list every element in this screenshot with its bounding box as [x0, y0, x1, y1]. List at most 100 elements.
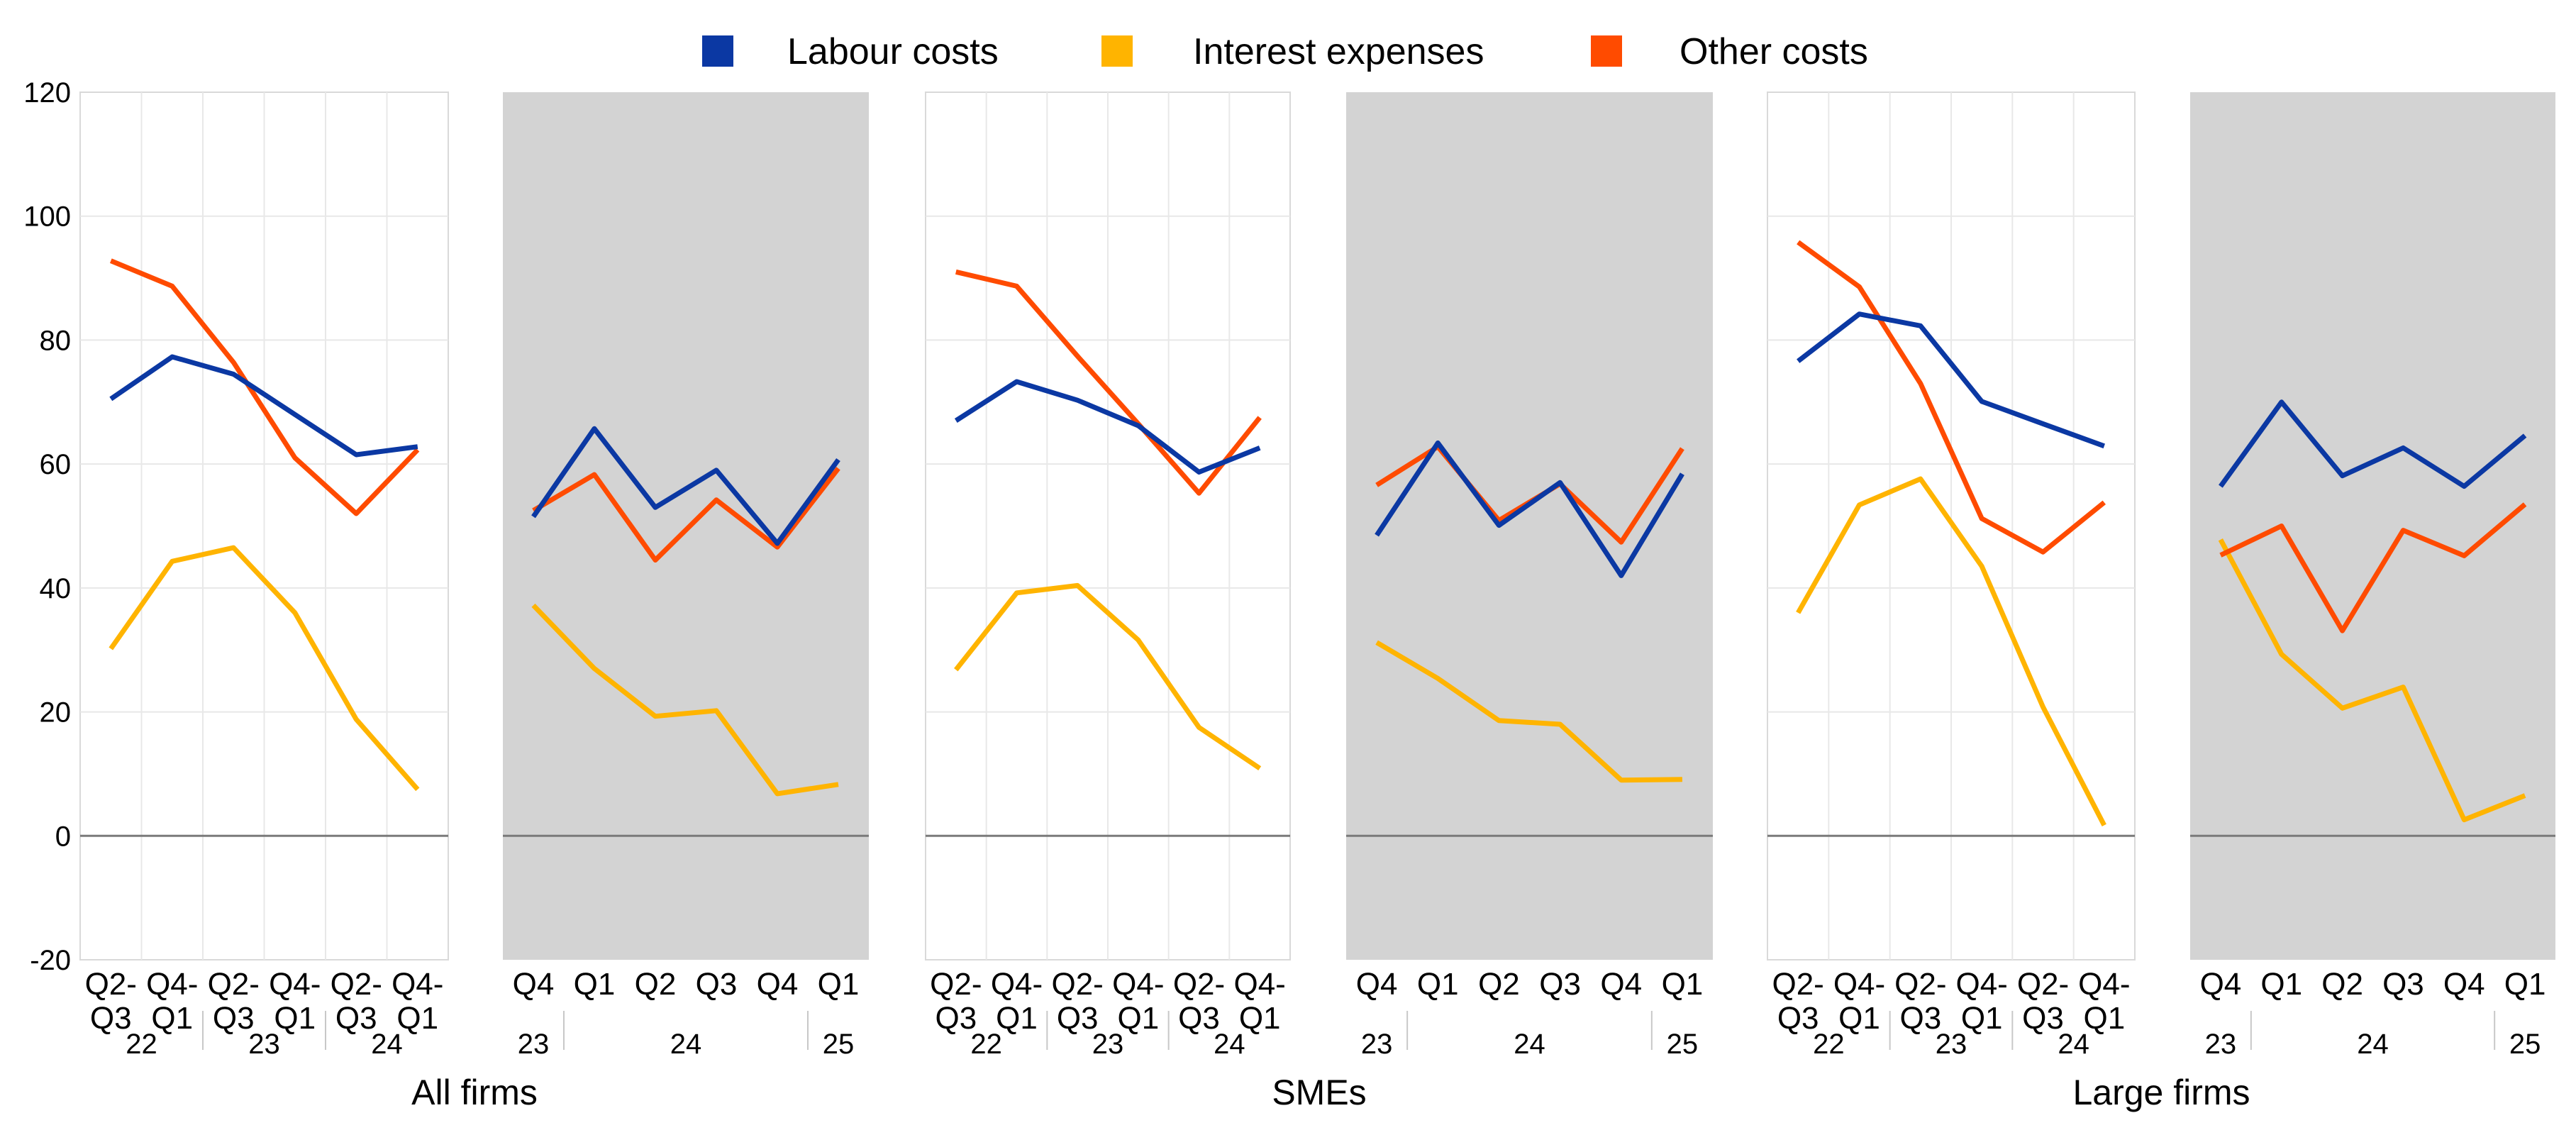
y-tick-label: 120 [23, 77, 71, 109]
year-label: 24 [670, 1029, 702, 1060]
x-tick-label: Q3 [1539, 967, 1581, 1002]
x-tick-label: Q1 [2083, 1001, 2125, 1036]
year-label: 24 [2058, 1029, 2089, 1060]
x-tick-label: Q2 [635, 967, 677, 1002]
data-point-interest [594, 668, 595, 669]
y-tick-label: 0 [55, 821, 71, 852]
y-tick-label: 80 [40, 325, 72, 356]
x-tick-label: Q3 [2022, 1001, 2064, 1036]
data-point-labour [955, 420, 956, 421]
legend-label-other: Other costs [1680, 31, 1868, 72]
x-tick-label: Q2- [1894, 967, 1946, 1002]
x-tick-label: Q2- [1173, 967, 1225, 1002]
data-point-interest [417, 789, 418, 790]
year-label: 25 [2509, 1029, 2541, 1060]
y-tick-label: 20 [40, 697, 72, 729]
x-tick-label: Q1 [1838, 1001, 1880, 1036]
data-point-interest [1077, 585, 1078, 586]
legend-swatch-other [1591, 35, 1622, 67]
x-tick-label: Q3 [1057, 1001, 1099, 1036]
data-point-interest [716, 710, 717, 711]
series-line-other [1797, 240, 2106, 555]
series-line-labour [954, 379, 1261, 475]
year-label: 23 [1936, 1029, 1967, 1060]
x-tick-label: Q1 [151, 1001, 193, 1036]
year-label: 23 [518, 1029, 550, 1060]
x-tick-label: Q1 [1961, 1001, 2003, 1036]
x-tick-label: Q1 [2504, 967, 2546, 1002]
y-tick-label: 40 [40, 573, 72, 604]
data-point-labour [533, 516, 534, 517]
x-tick-label: Q1 [1239, 1001, 1281, 1036]
x-tick-label: Q3 [1178, 1001, 1220, 1036]
x-tick-label: Q4- [269, 967, 321, 1002]
series-line-labour [2219, 399, 2527, 489]
series-line-interest [1375, 640, 1682, 783]
x-tick-label: Q1 [996, 1001, 1038, 1036]
series-line-other [2219, 502, 2527, 633]
data-point-interest [2281, 654, 2282, 655]
data-point-interest [1920, 479, 1921, 480]
data-point-labour [655, 507, 656, 508]
x-tick-label: Q4 [757, 967, 799, 1002]
x-tick-label: Q3 [1899, 1001, 1941, 1036]
series-line-other [955, 269, 1262, 496]
series-line-other [109, 258, 420, 516]
x-tick-label: Q3 [213, 1001, 255, 1036]
data-point-labour [594, 428, 595, 429]
data-point-other [838, 468, 839, 469]
group-title: Large firms [2072, 1073, 2250, 1112]
data-point-other [533, 510, 534, 511]
data-point-interest [838, 784, 839, 785]
x-tick-label: Q2- [1772, 967, 1823, 1002]
x-tick-label: Q4- [2078, 967, 2130, 1002]
panel-2-1: Q4 Q1 Q2 Q3 Q4 Q1 23 24 25 [2190, 92, 2555, 1060]
x-tick-label: Q2- [331, 967, 382, 1002]
data-point-labour [1798, 361, 1799, 362]
data-point-labour [2220, 486, 2221, 487]
year-label: 22 [126, 1029, 157, 1060]
data-point-interest [294, 612, 295, 613]
data-point-labour [417, 446, 418, 447]
data-point-interest [1016, 592, 1017, 593]
x-tick-label: Q2- [930, 967, 982, 1002]
series-line-other [532, 467, 840, 563]
x-tick-label: Q3 [935, 1001, 977, 1036]
data-point-labour [2342, 475, 2343, 476]
x-tick-label: Q2- [208, 967, 260, 1002]
x-tick-label: Q4 [2200, 967, 2242, 1002]
y-tick-label: 100 [23, 201, 71, 233]
x-tick-label: Q3 [696, 967, 738, 1002]
data-point-interest [533, 605, 534, 606]
year-label: 22 [1813, 1029, 1845, 1060]
data-point-labour [1016, 381, 1017, 382]
series-line-interest [109, 545, 420, 792]
data-point-interest [1798, 612, 1799, 613]
data-point-other [2403, 530, 2404, 531]
data-point-labour [1077, 400, 1078, 401]
y-axis: -20 0 20 40 60 80 100 120 [23, 77, 71, 976]
panel-0-1: Q4 Q1 Q2 Q3 Q4 Q1 23 24 25 [503, 92, 869, 1060]
data-point-other [1016, 286, 1017, 287]
x-tick-label: Q4- [1955, 967, 2007, 1002]
x-tick-label: Q2- [1051, 967, 1103, 1002]
x-tick-label: Q3 [90, 1001, 132, 1036]
x-tick-label: Q1 [818, 967, 860, 1002]
year-label: 24 [371, 1029, 403, 1060]
series-line-labour [109, 354, 418, 458]
data-point-interest [777, 793, 778, 794]
data-point-labour [2464, 486, 2465, 487]
data-point-other [777, 547, 778, 548]
x-tick-label: Q1 [1417, 967, 1459, 1002]
year-label: 23 [1092, 1029, 1124, 1060]
panel-1-1: Q4 Q1 Q2 Q3 Q4 Q1 23 24 25 [1346, 92, 1713, 1060]
year-label: 22 [970, 1029, 1002, 1060]
y-tick-label: 60 [40, 449, 72, 480]
series-line-labour [1375, 440, 1684, 578]
series-line-interest [531, 603, 839, 797]
